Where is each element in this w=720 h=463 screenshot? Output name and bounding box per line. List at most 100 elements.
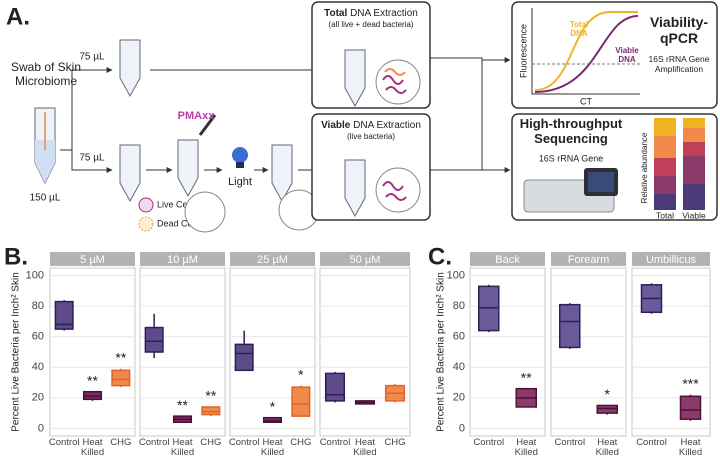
- viable-curve: [534, 15, 639, 93]
- y-tick-label: 20: [453, 392, 465, 404]
- facet-strip: [140, 252, 225, 266]
- significance-label: *: [270, 398, 276, 414]
- dead-cell-icon: [138, 216, 154, 232]
- plot-panel: [319, 267, 411, 437]
- bar-label: Viable: [682, 210, 706, 220]
- screen: [588, 172, 614, 192]
- seq-title-box: High-throughput Sequencing: [519, 116, 623, 146]
- curve-label-box: Total DNA: [570, 20, 589, 38]
- tube: [344, 159, 366, 218]
- swab-label-box: Swab of Skin Microbiome: [10, 60, 82, 88]
- tube: [271, 144, 293, 203]
- dye-label: PMAxx: [178, 110, 216, 122]
- live-cell-icon: [138, 197, 154, 213]
- bar-label: Total: [656, 210, 674, 220]
- x-tick-label-box: Control: [636, 438, 667, 448]
- tube: [119, 39, 141, 98]
- legend-label: Dead Cell: [157, 218, 197, 228]
- x-tick-label-box: Heat Killed: [170, 438, 195, 458]
- legend-label: Live Cell: [157, 199, 192, 209]
- y-tick-label: 60: [453, 331, 465, 343]
- x-tick-label: Heat Killed: [514, 438, 538, 458]
- axis-label: Fluorescence: [518, 24, 528, 78]
- x-tick-label-box: Heat Killed: [595, 438, 619, 458]
- facet-strip: [632, 252, 710, 266]
- box-title: Total DNA Extraction: [324, 8, 418, 19]
- light-bulb: [232, 147, 248, 163]
- curve-label-box: Viable DNA: [615, 46, 639, 64]
- significance-label: **: [177, 397, 188, 413]
- light-label: Light: [228, 176, 252, 188]
- x-tick-label-box: Control: [228, 438, 260, 448]
- panel-label: B.: [4, 243, 28, 270]
- swab-label: Swab of Skin Microbiome: [10, 60, 82, 88]
- curve-label: Viable DNA: [615, 46, 639, 64]
- title-rest: DNA Extraction: [350, 8, 418, 19]
- x-tick-label-box: Heat Killed: [514, 438, 538, 458]
- panel-label: C.: [428, 243, 452, 270]
- connector: [430, 57, 508, 171]
- x-tick-label: Control: [636, 438, 667, 448]
- x-tick-label: Heat Killed: [353, 438, 377, 458]
- significance-label: ***: [682, 375, 699, 391]
- y-tick-label: 0: [459, 422, 465, 434]
- x-tick-label: Heat Killed: [678, 438, 703, 458]
- box-note: (live bacteria): [347, 132, 395, 141]
- y-tick-label: 100: [26, 270, 44, 282]
- tube-liquid: [35, 140, 55, 183]
- x-tick-label: Control: [228, 438, 260, 448]
- x-tick-label: Control: [138, 438, 170, 448]
- y-tick-label: 80: [32, 300, 44, 312]
- facet-strip: [320, 252, 410, 266]
- bulb-base: [236, 162, 244, 168]
- x-tick-label-box: CHG: [290, 438, 312, 448]
- box: [54, 300, 74, 330]
- x-tick-label: Heat Killed: [595, 438, 619, 458]
- y-tick-label: 100: [447, 270, 465, 282]
- box: [144, 326, 164, 353]
- significance-label: **: [205, 388, 216, 404]
- facet-label: Umbillicus: [646, 254, 697, 266]
- x-tick-label-box: Control: [473, 438, 504, 448]
- seq-title: High-throughput Sequencing: [519, 116, 623, 146]
- x-tick-label-box: Heat Killed: [678, 438, 703, 458]
- facet-label: 5 µM: [80, 254, 105, 266]
- facet-strip: [50, 252, 135, 266]
- x-tick-label: CHG: [200, 438, 222, 448]
- qpcr-subtitle: 16S rRNA Gene Amplification: [648, 54, 710, 74]
- axis-label: Relative abundance: [640, 132, 649, 203]
- qpcr-title-box: Viability-qPCR: [650, 14, 708, 46]
- plot-panel: [49, 267, 136, 437]
- y-tick-label: 60: [32, 331, 44, 343]
- x-tick-label-box: CHG: [200, 438, 222, 448]
- zoom-circle: [375, 59, 421, 105]
- x-tick-label-box: Control: [49, 438, 80, 448]
- facet-label: 50 µM: [350, 254, 381, 266]
- significance-label: **: [521, 369, 532, 385]
- box: [234, 343, 254, 372]
- x-tick-label: CHG: [290, 438, 312, 448]
- dna-icon: [382, 75, 407, 94]
- y-tick-label: 80: [453, 300, 465, 312]
- significance-label: *: [605, 386, 611, 402]
- qpcr-box: [511, 1, 718, 109]
- facet-strip: [470, 252, 545, 266]
- x-tick-label: Heat Killed: [170, 438, 195, 458]
- panel-label: A.: [6, 3, 30, 30]
- volume-label: 75 µL: [79, 153, 105, 164]
- plot-panel: [469, 267, 546, 437]
- x-tick-label-box: Control: [319, 438, 351, 448]
- significance-label: **: [115, 350, 126, 366]
- box-note: (all live + dead bacteria): [328, 20, 413, 29]
- box: [596, 404, 618, 414]
- zoom-circle: [184, 191, 226, 233]
- facet-label: Back: [495, 254, 520, 266]
- x-tick-label: Control: [319, 438, 351, 448]
- dna-icon: [384, 68, 406, 76]
- y-axis-label: Percent Live Bacteria per Inch² Skin: [11, 272, 22, 432]
- pipette: [198, 114, 217, 136]
- y-tick-label: 40: [32, 361, 44, 373]
- box: [82, 390, 103, 401]
- x-tick-label-box: CHG: [384, 438, 405, 448]
